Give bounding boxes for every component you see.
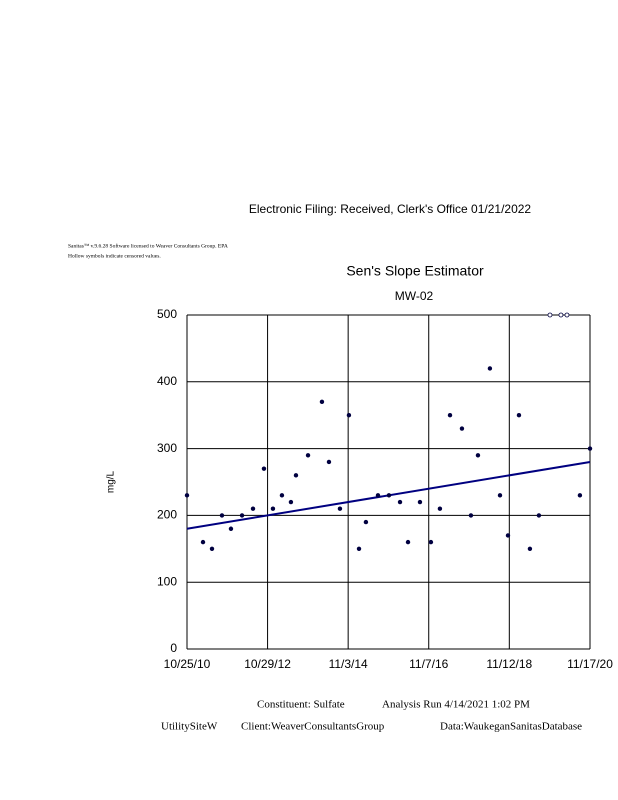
footer: Client:WeaverConsultantsGroup	[241, 721, 385, 733]
footer: Data:WaukeganSanitasDatabase	[440, 721, 582, 733]
data-point	[363, 519, 369, 525]
data-point	[375, 493, 381, 498]
censored-point	[558, 312, 564, 318]
footer: UtilitySiteW	[161, 721, 218, 733]
data-point	[250, 506, 256, 511]
data-point	[346, 413, 352, 418]
data-point	[356, 546, 362, 551]
y-axis-label: mg/L	[106, 470, 117, 493]
y-tick-label: 500	[157, 307, 177, 321]
header: Electronic Filing: Received, Clerk's Off…	[249, 202, 532, 216]
chart-subtitle: MW-02	[395, 289, 434, 303]
y-tick-label: 300	[157, 441, 177, 455]
y-tick-label: 0	[170, 641, 177, 655]
data-point	[497, 493, 503, 498]
data-point	[293, 473, 299, 478]
x-tick-label: 11/3/14	[329, 657, 368, 671]
data-point	[505, 533, 511, 538]
x-tick-label: 10/29/12	[244, 657, 291, 671]
x-tick-label: 11/17/20	[567, 657, 613, 671]
censored-point	[564, 312, 570, 318]
data-point	[417, 499, 423, 505]
x-tick-label: 11/12/18	[486, 657, 532, 671]
data-point	[228, 526, 234, 531]
footer: Analysis Run 4/14/2021 1:02 PM	[382, 699, 530, 711]
x-tick-label: 11/7/16	[409, 657, 448, 671]
data-point	[279, 493, 285, 498]
data-point	[468, 513, 474, 518]
data-point	[209, 546, 215, 551]
x-tick-label: 10/25/10	[164, 657, 211, 671]
data-point	[270, 506, 276, 511]
data-point	[386, 493, 392, 498]
data-point	[428, 539, 434, 545]
data-point	[536, 513, 542, 518]
data-point	[459, 426, 465, 431]
note: Hollow symbols indicate censored values.	[68, 253, 161, 259]
data-point	[219, 513, 225, 518]
data-point	[319, 399, 325, 405]
data-point	[527, 546, 533, 551]
data-point	[587, 446, 593, 451]
data-point	[487, 366, 493, 371]
data-point	[288, 499, 294, 505]
data-point	[261, 466, 267, 471]
chart-title: Sen's Slope Estimator	[346, 263, 484, 279]
y-tick-label: 400	[157, 374, 177, 388]
data-point	[239, 513, 245, 518]
data-point	[447, 413, 453, 418]
data-point	[577, 493, 583, 498]
data-point	[305, 453, 311, 458]
y-tick-label: 200	[157, 508, 177, 522]
censored-point	[547, 312, 553, 318]
data-point	[405, 539, 411, 545]
data-point	[475, 453, 481, 458]
y-tick-label: 100	[157, 574, 177, 588]
footer: Constituent: Sulfate	[257, 699, 345, 711]
data-point	[184, 493, 190, 498]
data-point	[337, 506, 343, 511]
note: Sanitas™ v.9.6.28 Software licensed to W…	[68, 242, 228, 249]
data-point	[200, 539, 206, 545]
data-point	[326, 459, 332, 465]
data-point	[437, 506, 443, 511]
data-point	[397, 499, 403, 505]
data-point	[516, 413, 522, 418]
